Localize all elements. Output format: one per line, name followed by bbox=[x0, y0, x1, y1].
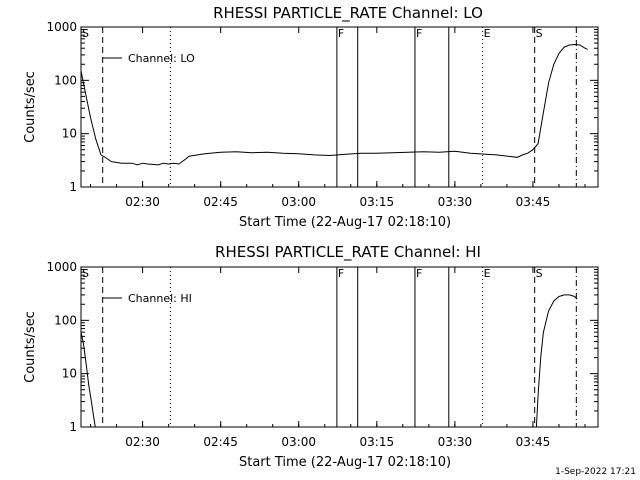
event-marker-label: F bbox=[416, 27, 422, 40]
x-tick-label: 03:15 bbox=[360, 435, 395, 449]
event-marker-label: F bbox=[338, 27, 344, 40]
y-tick-label: 1 bbox=[69, 180, 77, 194]
plot-frame bbox=[80, 26, 599, 188]
y-axis-label: Counts/sec bbox=[23, 311, 38, 383]
event-marker-label: E bbox=[484, 267, 491, 280]
legend: Channel: LO bbox=[103, 52, 195, 65]
event-marker-label: S bbox=[82, 27, 89, 40]
tick-layer: 02:30 02:45 03:00 03:15 03:30 03:45 1 10 100 1000 bbox=[46, 20, 598, 209]
x-tick-label: 03:30 bbox=[438, 435, 473, 449]
legend-label: Channel: HI bbox=[128, 292, 192, 305]
y-tick-label: 1 bbox=[69, 420, 77, 434]
chart-title: RHESSI PARTICLE_RATE Channel: LO bbox=[213, 4, 483, 23]
event-marker-label: F bbox=[416, 267, 422, 280]
x-tick-label: 03:30 bbox=[438, 195, 473, 209]
event-marker-label: E bbox=[484, 27, 491, 40]
x-axis-label: Start Time (22-Aug-17 02:18:10) bbox=[239, 215, 451, 230]
y-tick-label: 10 bbox=[62, 127, 77, 141]
y-axis-label: Counts/sec bbox=[23, 71, 38, 143]
x-tick-label: 02:30 bbox=[125, 195, 160, 209]
event-marker-label: S bbox=[536, 267, 543, 280]
tick-layer: 02:30 02:45 03:00 03:15 03:30 03:45 1 10 100 1000 bbox=[46, 260, 598, 449]
series-layer bbox=[80, 294, 578, 428]
event-marker-label: F bbox=[338, 267, 344, 280]
y-tick-label: 1000 bbox=[46, 20, 77, 34]
x-tick-label: 02:30 bbox=[125, 435, 160, 449]
y-tick-label: 10 bbox=[62, 367, 77, 381]
panel-channel-lo: RHESSI PARTICLE_RATE Channel: LO Counts/… bbox=[23, 4, 599, 230]
series-line bbox=[80, 332, 96, 428]
y-tick-label: 100 bbox=[54, 313, 77, 327]
panel-channel-hi: RHESSI PARTICLE_RATE Channel: HI Counts/… bbox=[23, 243, 599, 470]
legend-label: Channel: LO bbox=[128, 52, 195, 65]
event-marker-label: S bbox=[536, 27, 543, 40]
x-tick-label: 03:45 bbox=[516, 435, 551, 449]
footer-timestamp: 1-Sep-2022 17:21 bbox=[555, 467, 636, 477]
x-tick-label: 03:00 bbox=[281, 195, 316, 209]
x-axis-label: Start Time (22-Aug-17 02:18:10) bbox=[239, 455, 451, 470]
plot-frame bbox=[80, 266, 599, 428]
x-tick-label: 02:45 bbox=[203, 195, 238, 209]
legend: Channel: HI bbox=[103, 292, 192, 305]
x-tick-label: 03:00 bbox=[281, 435, 316, 449]
x-tick-label: 02:45 bbox=[203, 435, 238, 449]
y-tick-label: 1000 bbox=[46, 260, 77, 274]
series-line bbox=[535, 294, 578, 428]
y-tick-label: 100 bbox=[54, 73, 77, 87]
x-tick-label: 03:15 bbox=[360, 195, 395, 209]
series-line bbox=[80, 43, 588, 166]
chart-title: RHESSI PARTICLE_RATE Channel: HI bbox=[215, 243, 481, 262]
x-tick-label: 03:45 bbox=[516, 195, 551, 209]
event-marker-label: S bbox=[82, 267, 89, 280]
series-layer bbox=[80, 43, 588, 166]
